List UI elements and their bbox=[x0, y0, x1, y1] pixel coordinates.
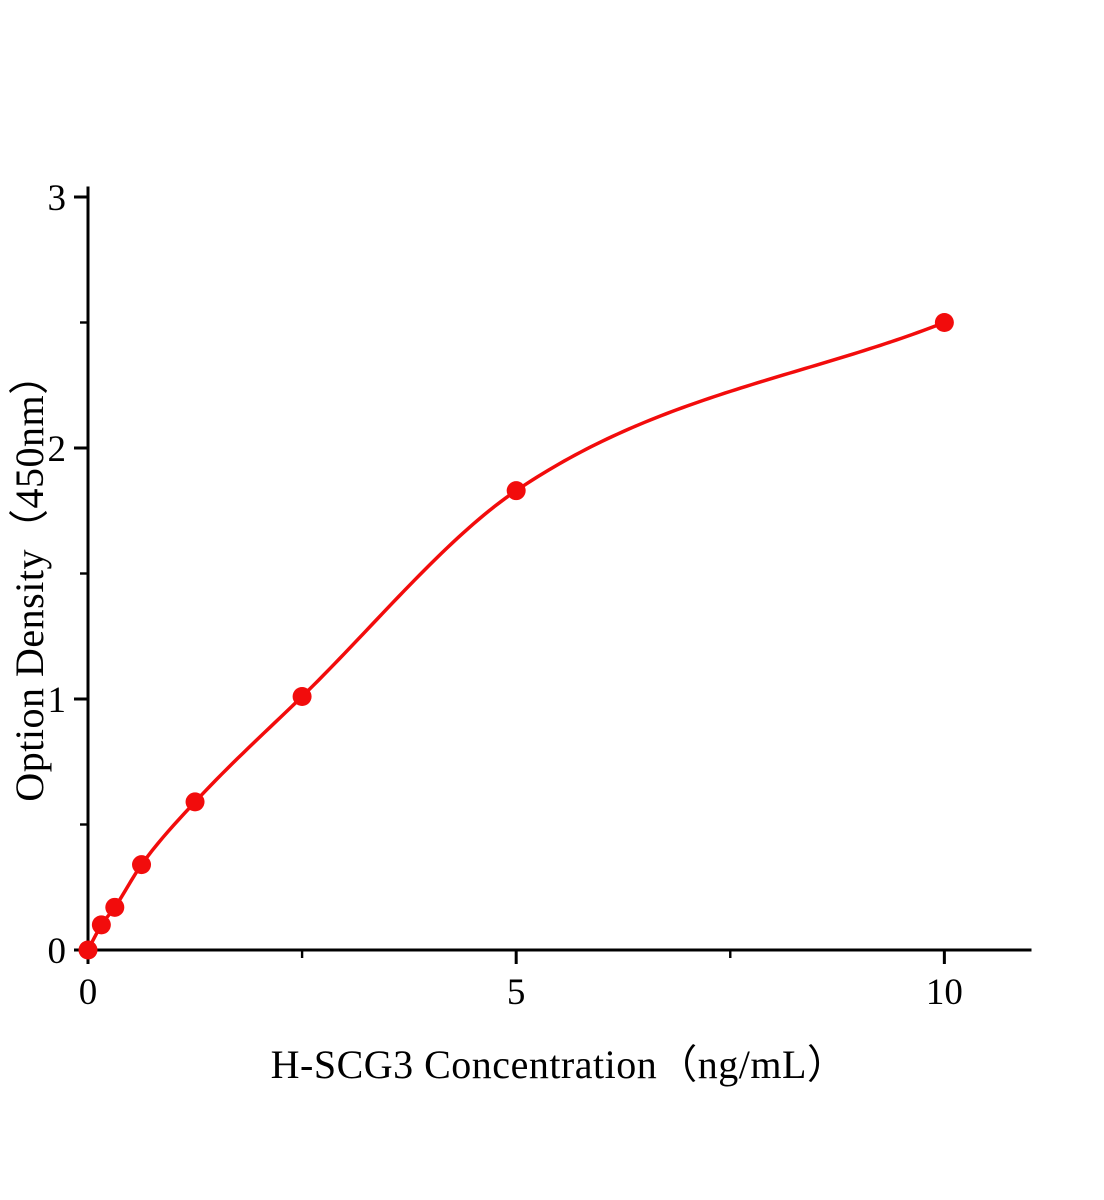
data-point-marker bbox=[185, 792, 205, 812]
data-point-marker bbox=[105, 897, 125, 917]
data-point-marker bbox=[132, 855, 152, 875]
x-tick-label: 5 bbox=[507, 972, 526, 1013]
data-point-marker bbox=[91, 915, 111, 935]
data-point-marker bbox=[292, 686, 312, 706]
x-tick-label: 10 bbox=[926, 972, 963, 1013]
data-point-marker bbox=[934, 313, 954, 332]
y-tick-label: 0 bbox=[48, 931, 67, 972]
axis-lines bbox=[86, 186, 1032, 952]
x-tick-label: 0 bbox=[79, 972, 98, 1013]
y-axis-title: Option Density（450nm） bbox=[7, 354, 52, 802]
fitted-curve bbox=[86, 320, 947, 952]
data-point-marker bbox=[506, 481, 526, 501]
y-tick-label: 3 bbox=[48, 178, 67, 219]
y-tick-label: 1 bbox=[48, 680, 67, 721]
y-tick-label: 2 bbox=[48, 429, 67, 470]
x-axis-title: H-SCG3 Concentration（ng/mL） bbox=[270, 1042, 848, 1087]
data-point-marker bbox=[78, 940, 98, 960]
